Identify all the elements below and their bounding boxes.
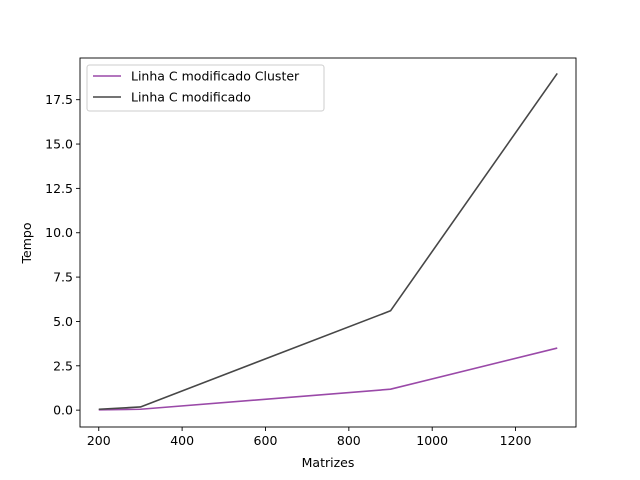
y-axis-label: Tempo	[19, 223, 34, 265]
y-tick-label: 15.0	[45, 137, 73, 152]
legend-label-1: Linha C modificado Cluster	[131, 69, 300, 84]
plot-frame	[79, 57, 577, 428]
y-tick-label: 7.5	[53, 270, 73, 285]
y-tick-label: 17.5	[45, 92, 73, 107]
y-tick-label: 2.5	[53, 358, 73, 373]
y-tick-label: 10.0	[45, 225, 73, 240]
x-tick-label: 800	[337, 433, 361, 448]
series-line-1	[98, 347, 558, 411]
x-axis-label: Matrizes	[302, 455, 355, 470]
x-tick-label: 400	[170, 433, 194, 448]
x-tick-label: 1000	[416, 433, 448, 448]
x-axis-ticks: 200 400 600 800 1000 1200	[87, 427, 532, 448]
y-tick-label: 0.0	[53, 403, 73, 418]
x-tick-label: 1200	[500, 433, 532, 448]
y-tick-label: 12.5	[45, 181, 73, 196]
x-tick-label: 200	[87, 433, 111, 448]
x-tick-label: 600	[254, 433, 278, 448]
legend-box	[86, 64, 325, 112]
legend: Linha C modificado Cluster Linha C modifi…	[86, 64, 325, 112]
plot-area	[79, 57, 577, 428]
legend-label-2: Linha C modificado	[131, 90, 251, 105]
series-layer	[98, 72, 558, 411]
y-tick-label: 5.0	[53, 314, 73, 329]
y-axis-ticks: 0.0 2.5 5.0 7.5 10.0 12.5 15.0 17.5	[45, 92, 80, 418]
series-line-2	[98, 72, 558, 411]
